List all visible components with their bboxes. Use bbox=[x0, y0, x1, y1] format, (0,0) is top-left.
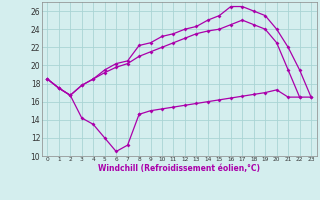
X-axis label: Windchill (Refroidissement éolien,°C): Windchill (Refroidissement éolien,°C) bbox=[98, 164, 260, 173]
